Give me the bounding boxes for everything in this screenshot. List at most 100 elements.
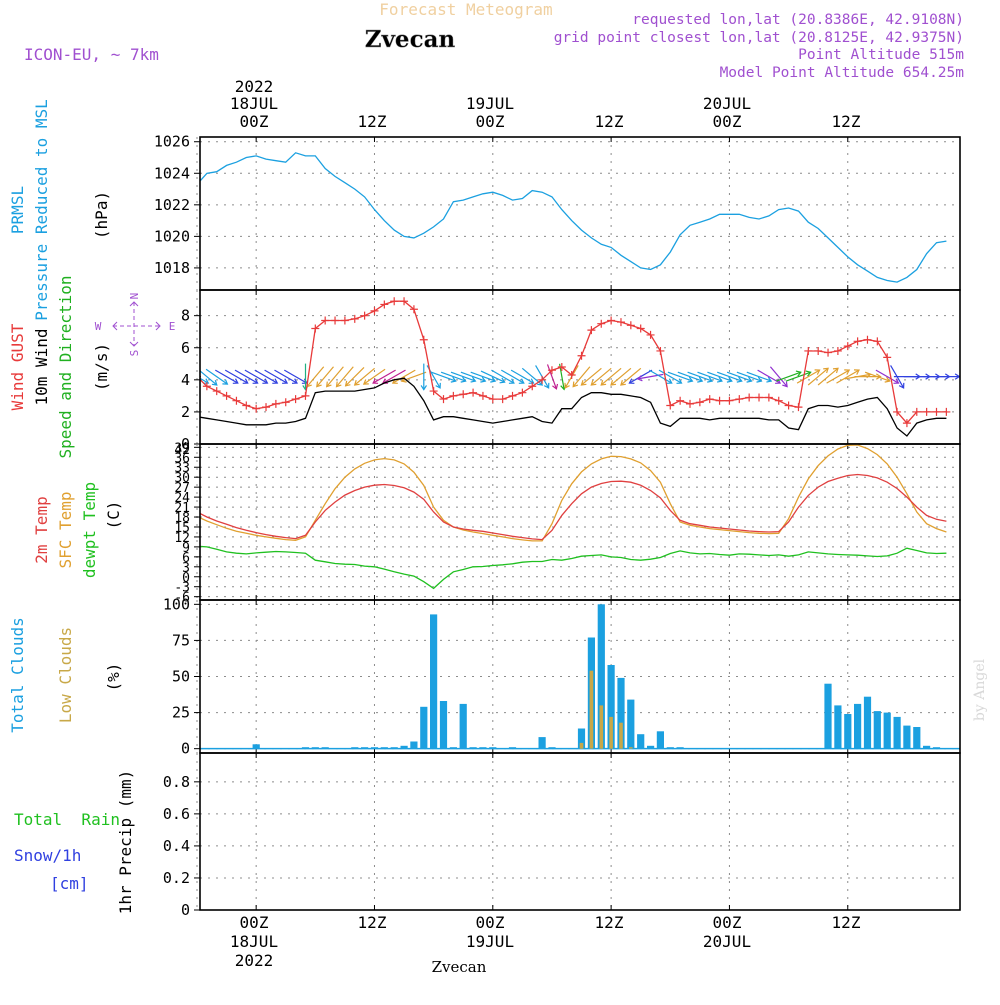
total-cloud-bar [380,747,388,749]
compass-n: N [128,293,141,300]
bottom-axis-year: 2022 [235,951,274,970]
wind-arrow-head [853,369,860,375]
bottom-axis-hour-5: 12Z [832,913,861,932]
header-model: ICON-EU, ~ 7km [24,45,159,64]
gust-marker [518,388,527,397]
wind-arrow-head [636,375,643,382]
wind-arrow-head [508,378,515,384]
total-cloud-bar [883,712,891,749]
y-tick-label: 1018 [154,259,190,277]
temperature-data [200,444,947,590]
compass-s: S [128,350,141,357]
wind-arrow-head [805,370,812,377]
total-cloud-bar [617,677,625,749]
wind-arrow-head [262,378,269,384]
total-cloud-bar [301,747,310,749]
low-cloud-bar [579,742,584,749]
total-cloud-bar [351,747,359,749]
wind-grid [196,290,960,444]
total-cloud-bar [469,747,477,749]
wind-arrow-head [620,380,626,386]
wind-arrow-head [291,378,298,384]
temp-label-unit: (C) [104,501,123,530]
wind-arrow [326,366,344,387]
wind-arrow [796,369,820,384]
y-tick-label: 3 [182,561,190,576]
wind-arrow [546,364,557,390]
wind-arrow-head [353,380,360,386]
total-cloud-bar [627,699,635,749]
panel-clouds: 0 25 50 75 100 [163,595,961,758]
gust-marker [735,395,744,404]
pressure-frame [199,136,961,291]
gust-marker [804,346,813,355]
wind-arrow [480,370,505,383]
y-tick-label: 50 [172,668,190,686]
wind-arrow-head [470,376,477,383]
gust-marker [636,324,645,333]
top-axis-hour-4: 00Z [713,112,742,131]
low-cloud-bar [619,722,623,749]
low-cloud-bar [599,705,604,749]
clouds-y-axis: 0 25 50 75 100 [163,595,849,758]
wind-arrow-head [325,381,332,388]
wind-arrow [214,369,239,384]
gust-marker [321,316,330,325]
gust-marker [222,391,231,400]
y-tick-label: 0 [182,571,190,586]
wind-arrow-head [552,383,559,390]
y-tick-label: 2 [181,403,190,421]
y-tick-label: 21 [174,501,190,516]
bottom-time-axis: 00Z 12Z 00Z 12Z 00Z 12Z 18JUL 19JUL 20JU… [230,913,861,970]
y-tick-label: 8 [181,307,190,325]
wind-arrow-head [518,378,525,384]
gust-marker [528,382,537,391]
precip-label-unit: 1hr Precip (mm) [116,770,135,915]
gust-marker [656,346,665,355]
total-cloud-bar [913,727,921,749]
gust-marker [922,407,931,416]
temperature-grid [196,444,960,600]
wind-arrow [316,366,334,387]
wind-arrow-head [687,376,694,383]
total-cloud-bar [361,747,369,749]
gust-marker [429,387,438,396]
gust-marker [400,297,409,306]
clouds-label-total: Total Clouds [8,617,27,733]
total-cloud-bar [903,725,911,749]
pressure-grid [196,137,960,290]
pressure-panel-labels: PRMSL Pressure Reduced to MSL (hPa) [8,99,111,321]
pressure-y-axis: 1018 1020 1022 1024 1026 [154,133,849,290]
y-tick-label: -3 [174,581,190,596]
wind-arrow-head [490,376,497,383]
wind-arrow [697,371,723,382]
y-tick-label: 6 [181,339,190,357]
wind-compass: N S W E [95,293,176,357]
wind-gust-markers [200,297,951,428]
wind-arrow [572,366,591,387]
y-tick-label: 9 [182,541,190,556]
temp-label-dewpt: dewpt Temp [80,482,99,578]
wind-arrow-head [499,377,506,384]
wind-arrow [716,371,742,382]
cloud-bars [200,604,960,750]
y-tick-label: 27 [174,481,190,496]
bottom-axis-hour-2: 00Z [476,913,505,932]
wind-label-unit: (m/s) [92,343,111,391]
gust-marker [459,390,468,399]
total-cloud-bar [647,745,655,749]
wind-arrow [284,369,308,384]
clouds-data [200,604,960,750]
precip-frame [199,752,961,911]
pressure-data [200,152,947,283]
wind-arrow [807,367,829,386]
gust-marker [715,396,724,405]
gust-marker [597,319,606,328]
wind-arrow [244,369,268,384]
top-axis-hour-2: 00Z [476,112,505,131]
header-point-altitude: Point Altitude 515m [798,47,964,63]
wind-arrow-head [844,369,851,375]
gust-marker [893,407,902,416]
wind-arrow [491,369,515,384]
